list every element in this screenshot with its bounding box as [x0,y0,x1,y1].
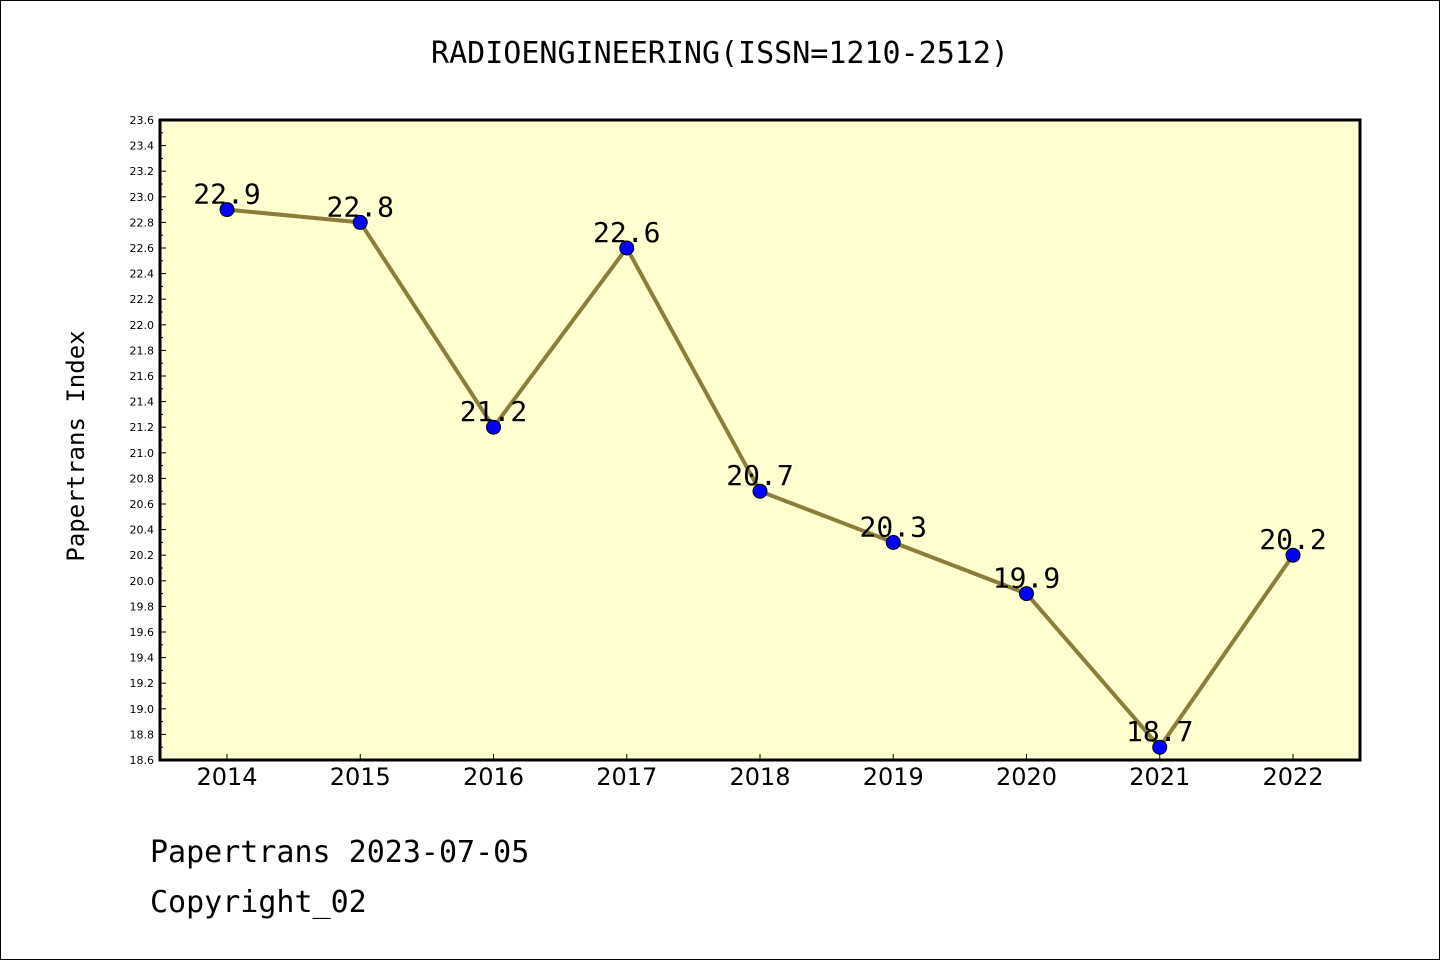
x-tick-label: 2021 [1129,763,1190,791]
data-point [619,240,635,256]
y-axis-label: Papertrans Index [62,330,90,561]
y-axis: 18.6 18.8 19.0 19.2 19.4 19.6 19.8 20.0 20.2 20.4… [130,114,166,767]
data-point [752,483,768,499]
y-tick-label: 19.0 [130,703,155,716]
x-tick-label: 2022 [1262,763,1323,791]
y-tick-label: 23.4 [130,140,155,153]
y-tick-label: 22.0 [130,319,155,332]
y-tick-label: 22.2 [130,293,155,306]
x-tick-label: 2014 [196,763,257,791]
data-label: 21.2 [460,395,527,428]
data-point [352,214,368,230]
x-tick-label: 2018 [729,763,790,791]
y-tick-label: 18.6 [130,754,155,767]
y-tick-label: 22.4 [130,268,155,281]
y-tick-label: 22.8 [130,216,155,229]
y-tick-label: 20.6 [130,498,155,511]
y-tick-label: 21.6 [130,370,155,383]
y-tick-label: 19.8 [130,600,155,613]
plot-area [158,118,1362,762]
data-label: 20.7 [726,459,793,492]
y-tick-label: 22.6 [130,242,155,255]
y-tick-label: 20.0 [130,575,155,588]
data-point [1285,547,1301,563]
data-labels: 22.9 22.8 21.2 22.6 20.7 20.3 19.9 18.7 20.2 [193,178,1326,749]
x-axis: 2014 2015 2016 2017 2018 2019 2020 2021 2022 [196,754,1324,791]
y-tick-label: 19.2 [130,677,155,690]
y-tick-label: 19.6 [130,626,155,639]
y-tick-label: 23.0 [130,191,155,204]
y-tick-label: 20.4 [130,524,155,537]
y-tick-label: 23.6 [130,114,155,127]
x-tick-label: 2020 [996,763,1057,791]
data-point [219,202,235,218]
y-tick-label: 18.8 [130,728,155,741]
y-tick-label: 23.2 [130,165,155,178]
y-tick-label: 21.8 [130,344,155,357]
y-tick-label: 20.2 [130,549,155,562]
x-tick-label: 2019 [863,763,924,791]
data-points [219,202,1301,755]
data-point [1019,586,1034,602]
data-point [486,419,501,435]
data-label: 22.8 [327,190,394,223]
data-label: 20.3 [860,510,927,543]
data-point [885,534,901,550]
data-label: 20.2 [1259,523,1326,556]
x-tick-label: 2016 [463,763,524,791]
footer-date: Papertrans 2023-07-05 [150,835,530,870]
data-point [1152,739,1168,755]
y-tick-label: 19.4 [130,652,155,665]
data-label: 22.9 [193,178,260,211]
data-label: 18.7 [1126,715,1193,748]
y-tick-label: 20.8 [130,472,155,485]
data-label: 19.9 [993,562,1060,595]
footer-copyright: Copyright_02 [150,885,367,920]
data-label: 22.6 [593,216,660,249]
x-tick-label: 2015 [330,763,391,791]
x-tick-label: 2017 [596,763,657,791]
y-tick-label: 21.0 [130,447,155,460]
chart-title: RADIOENGINEERING(ISSN=1210-2512) [431,36,1009,71]
y-tick-label: 21.4 [130,396,155,409]
y-tick-label: 21.2 [130,421,155,434]
